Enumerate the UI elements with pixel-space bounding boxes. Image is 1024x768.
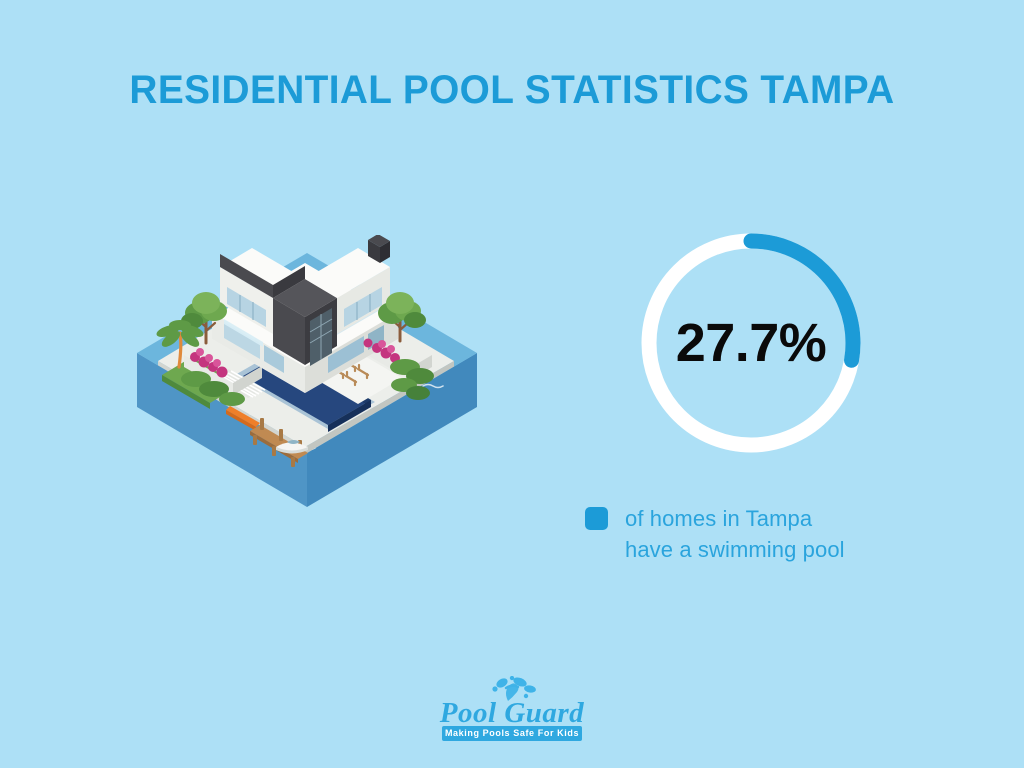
legend-swatch-icon — [585, 507, 608, 530]
legend-label: of homes in Tampa have a swimming pool — [625, 506, 845, 562]
donut-gauge-chart: 27.7% — [631, 223, 871, 463]
hedges — [181, 359, 434, 406]
isometric-house-illustration — [132, 235, 482, 525]
house-building — [212, 235, 398, 393]
donut-value-arc — [641, 233, 861, 453]
flowers-left — [190, 348, 228, 378]
logo-tagline: Making Pools Safe For Kids — [442, 726, 582, 741]
water-splash-icon — [482, 675, 538, 702]
logo-wordmark: Pool Guard — [439, 697, 585, 729]
palm-tree-left — [156, 320, 204, 369]
motor-boat — [276, 440, 308, 454]
water-slide — [226, 406, 260, 431]
page-title: RESIDENTIAL POOL STATISTICS TAMPA — [129, 68, 895, 112]
pool-guard-logo[interactable]: Pool Guard Making Pools Safe For Kids — [430, 675, 594, 742]
chart-legend: of homes in Tampa have a swimming pool — [585, 503, 845, 565]
tree-right-large — [378, 292, 426, 343]
